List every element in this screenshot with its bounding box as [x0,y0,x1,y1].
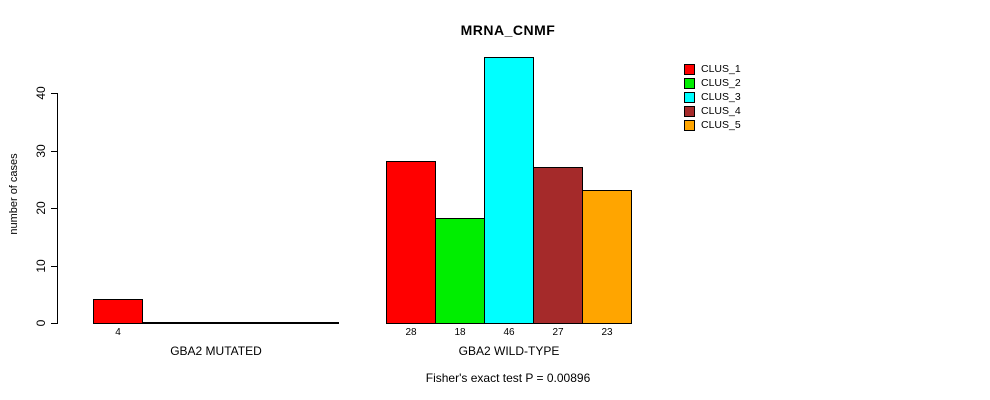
y-tick-label-10: 10 [34,258,48,273]
legend-label: CLUS_1 [701,62,741,75]
legend-swatch-clus_3 [684,91,695,103]
legend-item-clus_4: CLUS_4 [684,105,741,117]
y-tick-label-40: 40 [34,86,48,100]
bar-clus_1 [93,299,143,324]
y-tick-label-0: 0 [34,319,48,327]
bar-value-label: 4 [115,327,121,338]
group-label: GBA2 WILD-TYPE [458,344,560,358]
bar-clus_5 [582,190,632,324]
bar-clus_1 [386,161,436,324]
chart-title: MRNA_CNMF [460,22,556,38]
y-axis [57,93,58,324]
y-axis-label: number of cases [8,153,20,235]
bar-value-label: 18 [454,327,466,338]
legend-item-clus_5: CLUS_5 [684,119,741,131]
legend-swatch-clus_1 [684,63,695,75]
bar-clus_2 [435,218,485,324]
annotation-text: Fisher's exact test P = 0.00896 [425,371,591,385]
y-tick-label-20: 20 [34,201,48,215]
legend-swatch-clus_2 [684,77,695,89]
legend-label: CLUS_2 [701,76,741,89]
x-axis-baseline [93,322,339,324]
legend-label: CLUS_5 [701,118,741,131]
legend-label: CLUS_3 [701,90,741,103]
y-tick-mark-40 [51,93,57,94]
y-tick-mark-10 [51,265,57,267]
bar-clus_4 [533,167,583,324]
y-tick-mark-0 [51,323,57,324]
bar-value-label: 27 [552,327,564,338]
y-tick-mark-20 [51,208,57,209]
y-tick-mark-30 [51,150,57,152]
legend-item-clus_2: CLUS_2 [684,77,741,89]
legend-label: CLUS_4 [701,104,741,117]
bar-value-label: 46 [503,327,515,338]
legend-item-clus_3: CLUS_3 [684,91,741,103]
legend-item-clus_1: CLUS_1 [684,63,741,75]
legend-swatch-clus_5 [684,119,695,131]
bar-value-label: 28 [405,327,417,338]
bar-clus_3 [484,57,534,324]
legend-swatch-clus_4 [684,105,695,117]
group-label: GBA2 MUTATED [170,344,262,358]
bar-value-label: 23 [601,327,613,338]
y-tick-label-30: 30 [34,143,48,158]
